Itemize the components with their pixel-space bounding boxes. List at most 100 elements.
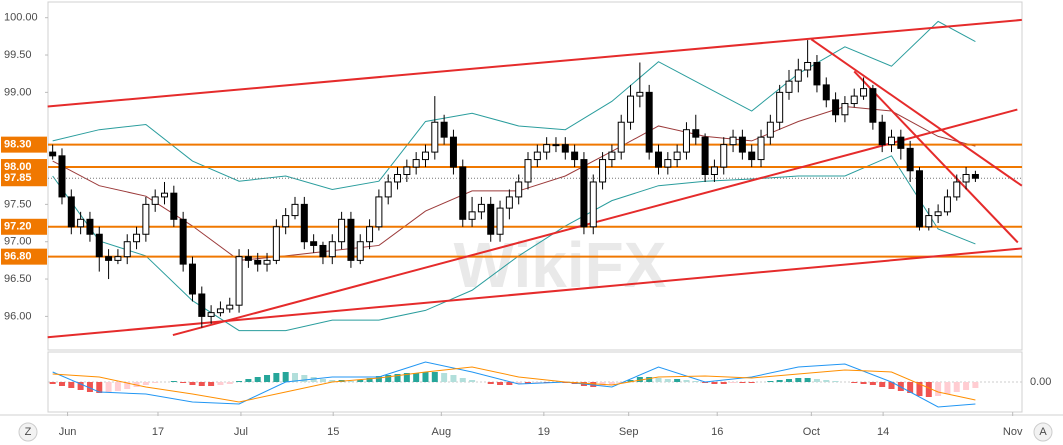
candle-body: [142, 203, 150, 235]
candle-body: [533, 151, 541, 161]
candle-body: [906, 147, 914, 172]
macd-bar: [963, 382, 970, 390]
macd-bar: [86, 382, 93, 392]
macd-bar: [636, 377, 643, 382]
candle-body: [850, 95, 858, 105]
candle-body: [580, 159, 588, 228]
macd-bar: [683, 380, 690, 382]
macd-bar: [888, 382, 895, 389]
macd-bar: [813, 379, 820, 382]
candle-body: [785, 80, 793, 93]
macd-bar: [646, 377, 653, 382]
candle-body: [571, 151, 579, 161]
candle-body: [403, 166, 411, 176]
candle-body: [375, 196, 383, 228]
candle-body: [673, 151, 681, 161]
candle-body: [915, 170, 923, 228]
candle-body: [170, 192, 178, 220]
macd-bar: [77, 382, 84, 390]
macd-bar: [170, 381, 177, 382]
macd-bar: [935, 382, 942, 396]
level-label-bg: [1, 248, 47, 265]
candle-body: [664, 159, 672, 168]
macd-bar: [58, 382, 65, 386]
x-tick-label: 15: [327, 426, 339, 438]
trendline: [47, 18, 1022, 108]
candle-body: [682, 129, 690, 153]
candle-body: [235, 256, 243, 306]
macd-bar: [832, 381, 839, 382]
macd-bar: [208, 382, 215, 386]
zoom-button-label[interactable]: Z: [25, 426, 32, 438]
trendline: [853, 70, 1019, 244]
candle-body: [161, 192, 169, 198]
y-tick-label: 97.50: [4, 198, 32, 210]
level-label: 97.20: [4, 221, 32, 233]
macd-bar: [497, 382, 504, 385]
candle-body: [925, 215, 933, 228]
candle-body: [347, 218, 355, 261]
candle-body: [962, 174, 970, 183]
candle-body: [133, 233, 141, 243]
macd-bar: [748, 382, 755, 383]
signal-line: [52, 366, 976, 403]
auto-button[interactable]: [1033, 422, 1053, 442]
candle-body: [860, 88, 868, 97]
macd-bar: [972, 382, 979, 388]
candle-body: [244, 256, 252, 261]
macd-bar: [674, 379, 681, 382]
candle-body: [421, 151, 429, 161]
macd-bar: [655, 378, 662, 382]
candle-body: [272, 226, 280, 261]
macd-bar: [236, 381, 243, 382]
x-tick-label: Aug: [432, 426, 452, 438]
candle-body: [310, 241, 318, 246]
candle-body: [114, 256, 122, 261]
candle-body: [319, 244, 327, 258]
zoom-button[interactable]: [18, 422, 38, 442]
macd-tick-label: 0.00: [1030, 376, 1051, 388]
macd-bar: [534, 382, 541, 383]
macd-bar: [245, 379, 252, 382]
macd-bar: [413, 373, 420, 382]
current-label: 97.85: [4, 172, 32, 184]
auto-button-label[interactable]: A: [1039, 426, 1047, 438]
macd-bar: [525, 382, 532, 384]
candle-body: [105, 256, 113, 261]
candle-body: [67, 196, 75, 228]
candle-body: [179, 218, 187, 265]
macd-bar: [795, 378, 802, 382]
macd-bar: [776, 380, 783, 382]
candle-body: [487, 203, 495, 235]
candle-body: [328, 241, 336, 258]
candle-body: [645, 91, 653, 153]
macd-bar: [450, 375, 457, 382]
macd-bar: [804, 378, 811, 382]
candle-body: [878, 121, 886, 146]
level-label-bg: [1, 218, 47, 235]
macd-bar: [114, 382, 121, 391]
candle-body: [776, 91, 784, 123]
candle-body: [710, 166, 718, 176]
level-label-bg: [1, 136, 47, 153]
candle-body: [300, 203, 308, 243]
macd-bar: [469, 380, 476, 382]
candle-body: [254, 259, 262, 265]
macd-bar: [291, 373, 298, 382]
macd-bar: [152, 382, 159, 383]
x-tick-label: Jun: [59, 426, 77, 438]
y-tick-label: 99.00: [4, 86, 32, 98]
macd-bar: [907, 382, 914, 393]
x-tick-label: Oct: [803, 426, 820, 438]
candle-body: [971, 174, 979, 179]
trendline: [810, 38, 1023, 187]
candle-body: [589, 181, 597, 228]
candle-body: [636, 91, 644, 97]
macd-bar: [785, 379, 792, 382]
x-tick-label: Nov: [1003, 426, 1023, 438]
macd-bar: [226, 382, 233, 384]
candle-body: [720, 144, 728, 168]
macd-bar: [347, 381, 354, 382]
x-tick-label: 17: [152, 426, 164, 438]
